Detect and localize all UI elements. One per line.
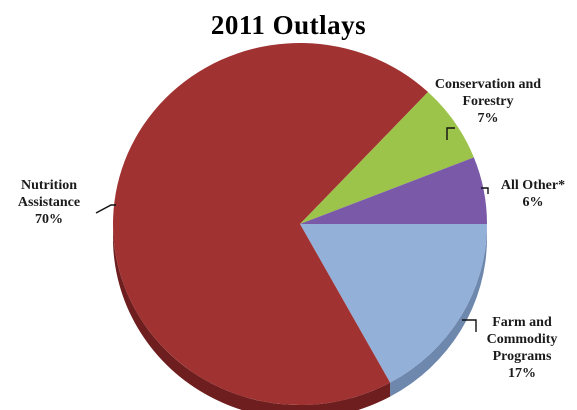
label-nutrition-assistance: Nutrition Assistance 70% (4, 177, 94, 228)
pie-slice-nutrition-assistance (113, 43, 429, 406)
leader-line-allother (481, 187, 489, 194)
label-allother-line-1: All Other* (500, 178, 566, 193)
label-farm-line-1: Farm and (492, 315, 552, 330)
pie-slice-conservation-and-forestry (300, 92, 474, 225)
pie-slice-all-other (300, 157, 487, 224)
leader-line-farm (462, 319, 477, 332)
pie-slice-farm-and-commodity-programs (300, 224, 488, 383)
label-nutrition-line-1: Nutrition (21, 178, 77, 193)
label-allother-value: 6% (522, 195, 544, 210)
leader-line-conservation (446, 127, 455, 140)
pie-3d-sides (113, 224, 488, 410)
chart-title: 2011 Outlays (210, 10, 367, 40)
label-farm-commodity: Farm and Commodity Programs 17% (470, 314, 574, 382)
pie-side-farm-and-commodity-programs (390, 224, 488, 397)
label-all-other: All Other* 6% (488, 177, 577, 211)
label-nutrition-line-2: Assistance (17, 195, 81, 210)
label-farm-line-3: Programs (492, 349, 552, 364)
label-farm-value: 17% (508, 366, 536, 381)
label-conservation-forestry: Conservation and Forestry 7% (418, 76, 558, 127)
leader-line-nutrition (95, 204, 116, 214)
label-nutrition-value: 70% (35, 212, 63, 227)
label-conservation-line-2: Forestry (462, 94, 514, 109)
label-conservation-line-1: Conservation and (434, 77, 542, 92)
leader-lines (95, 127, 489, 332)
pie-slices (113, 43, 488, 406)
label-conservation-value: 7% (477, 111, 499, 126)
label-farm-line-2: Commodity (486, 332, 558, 347)
